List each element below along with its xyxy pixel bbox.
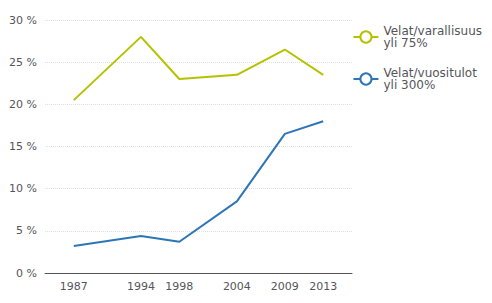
svg-text:15 %: 15 % [9,140,37,153]
svg-text:yli 300%: yli 300% [383,78,435,92]
svg-text:10 %: 10 % [9,182,37,195]
svg-text:0 %: 0 % [16,267,37,280]
svg-text:1987: 1987 [60,280,88,293]
svg-text:1994: 1994 [127,280,155,293]
svg-text:5 %: 5 % [16,224,37,237]
svg-text:Velat/vuositulot: Velat/vuositulot [383,66,477,80]
svg-text:25 %: 25 % [9,56,37,69]
svg-text:Velat/varallisuus: Velat/varallisuus [383,24,482,38]
svg-text:yli 75%: yli 75% [383,36,427,50]
svg-text:2013: 2013 [309,280,337,293]
svg-text:20 %: 20 % [9,98,37,111]
svg-text:30 %: 30 % [9,14,37,27]
svg-text:2004: 2004 [223,280,251,293]
svg-text:2009: 2009 [271,280,299,293]
svg-text:1998: 1998 [165,280,193,293]
